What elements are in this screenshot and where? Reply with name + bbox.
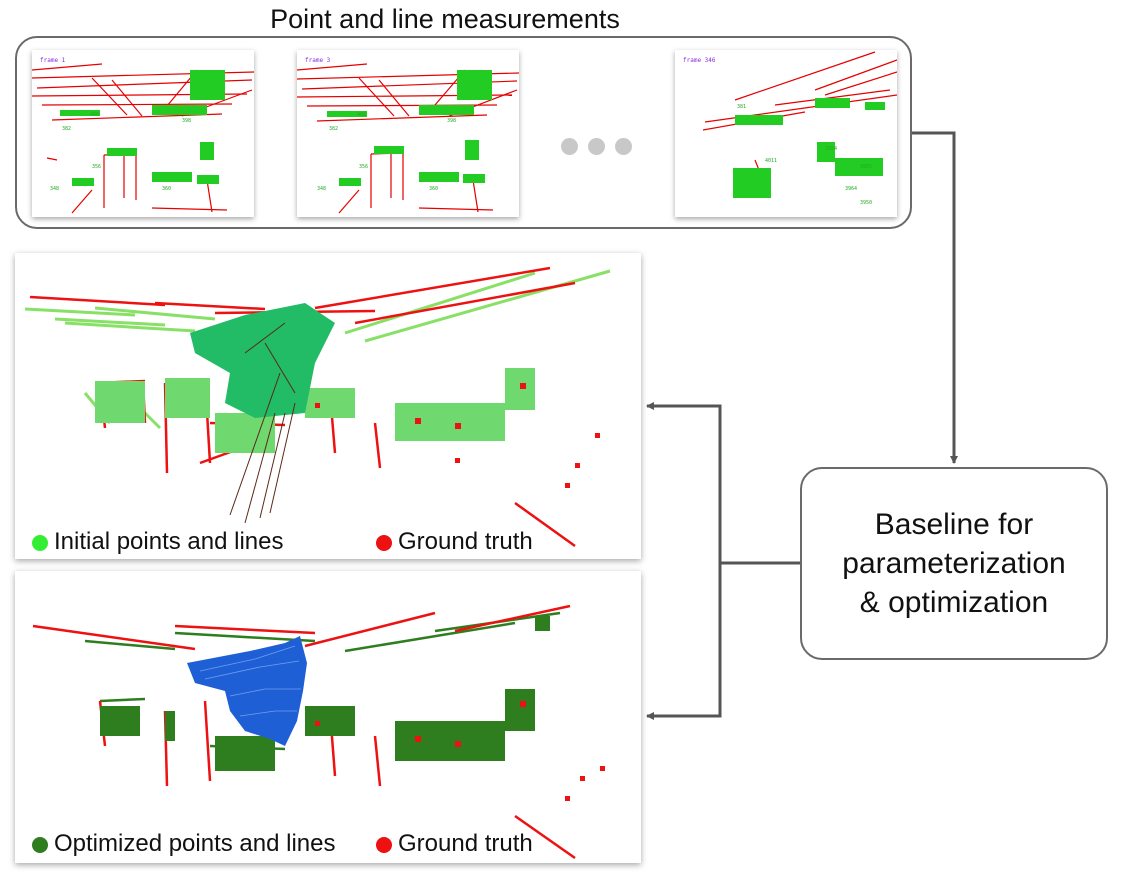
svg-text:381: 381 [737, 104, 746, 110]
optimized-reconstruction-panel: Optimized points and lines Ground truth [15, 571, 641, 863]
svg-text:3950: 3950 [860, 200, 872, 206]
svg-text:356: 356 [92, 164, 101, 170]
baseline-line-3: & optimization [859, 586, 1049, 619]
svg-text:4011: 4011 [765, 158, 777, 164]
initial-legend-truth: Ground truth [398, 528, 533, 555]
svg-text:382: 382 [62, 126, 71, 132]
arrow-to-optimized-panel [646, 563, 722, 720]
svg-text:3955: 3955 [860, 164, 872, 170]
optimized-legend-truth: Ground truth [398, 830, 533, 857]
svg-text:348: 348 [317, 186, 326, 192]
svg-text:398: 398 [182, 118, 191, 124]
svg-text:356: 356 [359, 164, 368, 170]
measurement-frames-group [15, 36, 912, 229]
frame-3-measurements: frame 3 382 400 398 356 348 360 [297, 57, 519, 214]
initial-reconstruction-panel: Initial points and lines Ground truth [15, 253, 641, 559]
svg-text:382: 382 [329, 126, 338, 132]
frame-thumbnail-3: frame 346 381 3954 3955 3950 3964 4011 [675, 50, 897, 217]
frame-346-label: frame 346 [683, 57, 716, 64]
frame-346-measurements: frame 346 381 3954 3955 3950 3964 4011 [683, 51, 897, 206]
frame-1-measurements: frame 1 382 400 398 356 348 360 [32, 57, 254, 214]
ellipsis-dot-3 [615, 138, 632, 155]
frame-3-label: frame 3 [305, 57, 331, 64]
frame-1-label: frame 1 [40, 57, 66, 64]
initial-scene-view [24, 266, 611, 551]
frame-thumbnail-2: frame 3 382 400 398 356 348 360 [297, 50, 519, 217]
svg-text:3954: 3954 [825, 146, 837, 152]
arrow-frames-to-baseline [912, 131, 958, 464]
svg-text:360: 360 [429, 186, 438, 192]
svg-text:398: 398 [447, 118, 456, 124]
svg-text:360: 360 [162, 186, 171, 192]
svg-text:400: 400 [90, 112, 99, 118]
optimized-legend-estimate: Optimized points and lines [54, 830, 336, 857]
svg-text:348: 348 [50, 186, 59, 192]
svg-text:3964: 3964 [845, 186, 857, 192]
arrow-to-initial-panel [646, 402, 722, 716]
baseline-line-1: Baseline for [874, 508, 1034, 541]
baseline-line-2: parameterization [842, 547, 1066, 580]
baseline-box: Baseline for parameterization & optimiza… [800, 467, 1108, 660]
initial-legend-estimate: Initial points and lines [54, 528, 284, 555]
frame-thumbnail-1: frame 1 382 400 398 356 348 360 [32, 50, 254, 217]
optimized-scene-view [32, 604, 605, 860]
measurements-title: Point and line measurements [200, 4, 690, 35]
svg-text:400: 400 [357, 112, 366, 118]
ellipsis-dot-2 [588, 138, 605, 155]
ellipsis-dot-1 [561, 138, 578, 155]
